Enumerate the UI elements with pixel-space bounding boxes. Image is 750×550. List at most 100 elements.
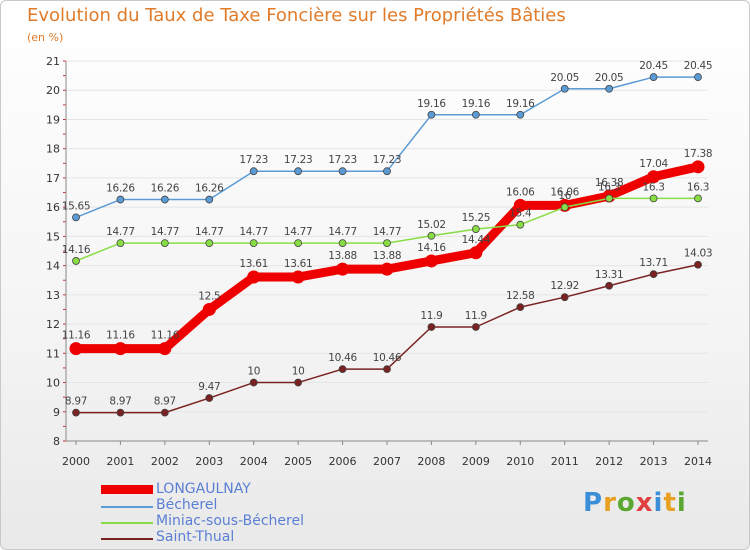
- data-label-b-cherel: 20.05: [550, 72, 579, 84]
- data-point-b-cherel: [116, 195, 125, 204]
- data-label-b-cherel: 20.45: [684, 60, 713, 72]
- y-tick-label: 17: [46, 172, 60, 185]
- logo-letter: x: [635, 488, 654, 518]
- data-point-b-cherel: [160, 195, 169, 204]
- data-point-saint-thual: [72, 408, 80, 417]
- data-label-saint-thual: 12.58: [506, 290, 535, 302]
- data-point-b-cherel: [560, 84, 569, 93]
- data-point-b-cherel: [471, 110, 480, 119]
- y-tick-label: 18: [46, 143, 60, 156]
- data-label-longaulnay: 16.38: [595, 177, 624, 189]
- y-tick-label: 19: [46, 113, 60, 126]
- data-point-b-cherel: [72, 213, 80, 222]
- data-label-b-cherel: 16.26: [151, 183, 180, 195]
- data-point-longaulnay: [647, 170, 661, 184]
- x-tick-label: 2002: [151, 455, 179, 468]
- data-label-miniac-sous-b-cherel: 16.3: [598, 181, 620, 193]
- x-tick-label: 2012: [595, 455, 623, 468]
- data-label-b-cherel: 17.23: [328, 154, 357, 166]
- data-label-saint-thual: 13.71: [639, 257, 668, 269]
- data-label-miniac-sous-b-cherel: 16: [558, 190, 571, 202]
- data-label-b-cherel: 19.16: [506, 98, 535, 110]
- logo-letter: i: [676, 488, 687, 518]
- legend-swatch-miniac: [101, 522, 153, 524]
- data-label-longaulnay: 16.06: [506, 186, 535, 198]
- data-label-miniac-sous-b-cherel: 14.77: [239, 226, 268, 238]
- data-point-longaulnay: [247, 270, 261, 284]
- data-point-b-cherel: [338, 167, 347, 176]
- data-label-b-cherel: 16.26: [106, 183, 135, 195]
- x-tick-label: 2003: [195, 455, 223, 468]
- data-label-saint-thual: 11.9: [420, 310, 442, 322]
- data-label-miniac-sous-b-cherel: 14.16: [62, 244, 91, 256]
- data-point-saint-thual: [294, 378, 303, 387]
- data-label-miniac-sous-b-cherel: 15.02: [417, 219, 446, 231]
- data-label-b-cherel: 17.23: [284, 154, 313, 166]
- x-tick-label: 2005: [284, 455, 312, 468]
- data-label-saint-thual: 10.46: [373, 352, 402, 364]
- data-point-miniac-sous-b-cherel: [160, 239, 169, 248]
- x-tick-label: 2010: [506, 455, 534, 468]
- x-tick-label: 2014: [684, 455, 712, 468]
- data-point-b-cherel: [694, 73, 702, 81]
- data-label-miniac-sous-b-cherel: 15.25: [462, 212, 491, 224]
- data-point-miniac-sous-b-cherel: [383, 239, 391, 248]
- data-point-longaulnay: [291, 270, 305, 284]
- legend-label-saint-thual: Saint-Thual: [156, 529, 235, 545]
- data-point-miniac-sous-b-cherel: [427, 231, 436, 240]
- legend-label-longaulnay: LONGAULNAY: [156, 481, 251, 497]
- data-label-miniac-sous-b-cherel: 14.77: [328, 226, 357, 238]
- logo-letter: t: [663, 488, 677, 518]
- legend-swatch-longaulnay: [101, 485, 153, 494]
- data-label-longaulnay: 17.38: [684, 148, 713, 160]
- data-point-saint-thual: [516, 303, 525, 312]
- data-point-b-cherel: [516, 110, 525, 119]
- data-point-longaulnay: [513, 198, 527, 212]
- y-tick-label: 9: [53, 406, 60, 419]
- data-label-longaulnay: 13.88: [328, 250, 357, 262]
- data-label-b-cherel: 19.16: [417, 98, 446, 110]
- data-label-longaulnay: 12.5: [198, 290, 220, 302]
- data-point-b-cherel: [649, 73, 658, 81]
- data-label-saint-thual: 13.31: [595, 269, 624, 281]
- data-point-miniac-sous-b-cherel: [205, 239, 214, 248]
- data-point-longaulnay: [158, 342, 172, 356]
- data-label-miniac-sous-b-cherel: 14.77: [151, 226, 180, 238]
- data-point-saint-thual: [427, 323, 436, 331]
- data-point-miniac-sous-b-cherel: [338, 239, 347, 248]
- logo-letter: r: [603, 488, 617, 518]
- data-label-saint-thual: 9.47: [198, 381, 220, 393]
- data-point-longaulnay: [69, 342, 83, 356]
- x-tick-label: 2001: [106, 455, 134, 468]
- x-tick-label: 2013: [640, 455, 668, 468]
- data-label-b-cherel: 20.05: [595, 72, 624, 84]
- logo-letter: o: [616, 488, 636, 518]
- data-label-longaulnay: 13.88: [373, 250, 402, 262]
- data-label-b-cherel: 17.23: [239, 154, 268, 166]
- y-tick-label: 13: [46, 289, 60, 302]
- data-label-miniac-sous-b-cherel: 14.77: [284, 226, 313, 238]
- data-label-miniac-sous-b-cherel: 16.3: [642, 181, 664, 193]
- legend-label-miniac: Miniac-sous-Bécherel: [156, 513, 304, 529]
- data-point-miniac-sous-b-cherel: [694, 194, 702, 203]
- data-point-saint-thual: [383, 365, 391, 373]
- data-label-saint-thual: 11.9: [465, 310, 487, 322]
- data-label-miniac-sous-b-cherel: 15.4: [509, 208, 532, 220]
- y-tick-label: 10: [46, 377, 60, 390]
- data-label-miniac-sous-b-cherel: 14.77: [106, 226, 135, 238]
- data-label-saint-thual: 8.97: [109, 396, 131, 408]
- axis-layer: 8 9 10 11 12 13 14 15 16 17 18 19 20 21 2000 2001 2002 20…: [46, 55, 712, 468]
- data-point-longaulnay: [336, 262, 350, 276]
- data-label-longaulnay: 13.61: [284, 258, 313, 270]
- legend-swatch-saint-thual: [101, 538, 153, 540]
- data-label-longaulnay: 17.04: [639, 158, 668, 170]
- proxiti-logo: Proxiti: [583, 488, 687, 518]
- logo-letter: P: [583, 488, 604, 518]
- data-label-saint-thual: 10.46: [328, 352, 357, 364]
- x-tick-label: 2011: [551, 455, 579, 468]
- y-tick-label: 15: [46, 230, 60, 243]
- data-label-saint-thual: 8.97: [65, 396, 87, 408]
- data-label-b-cherel: 20.45: [639, 60, 668, 72]
